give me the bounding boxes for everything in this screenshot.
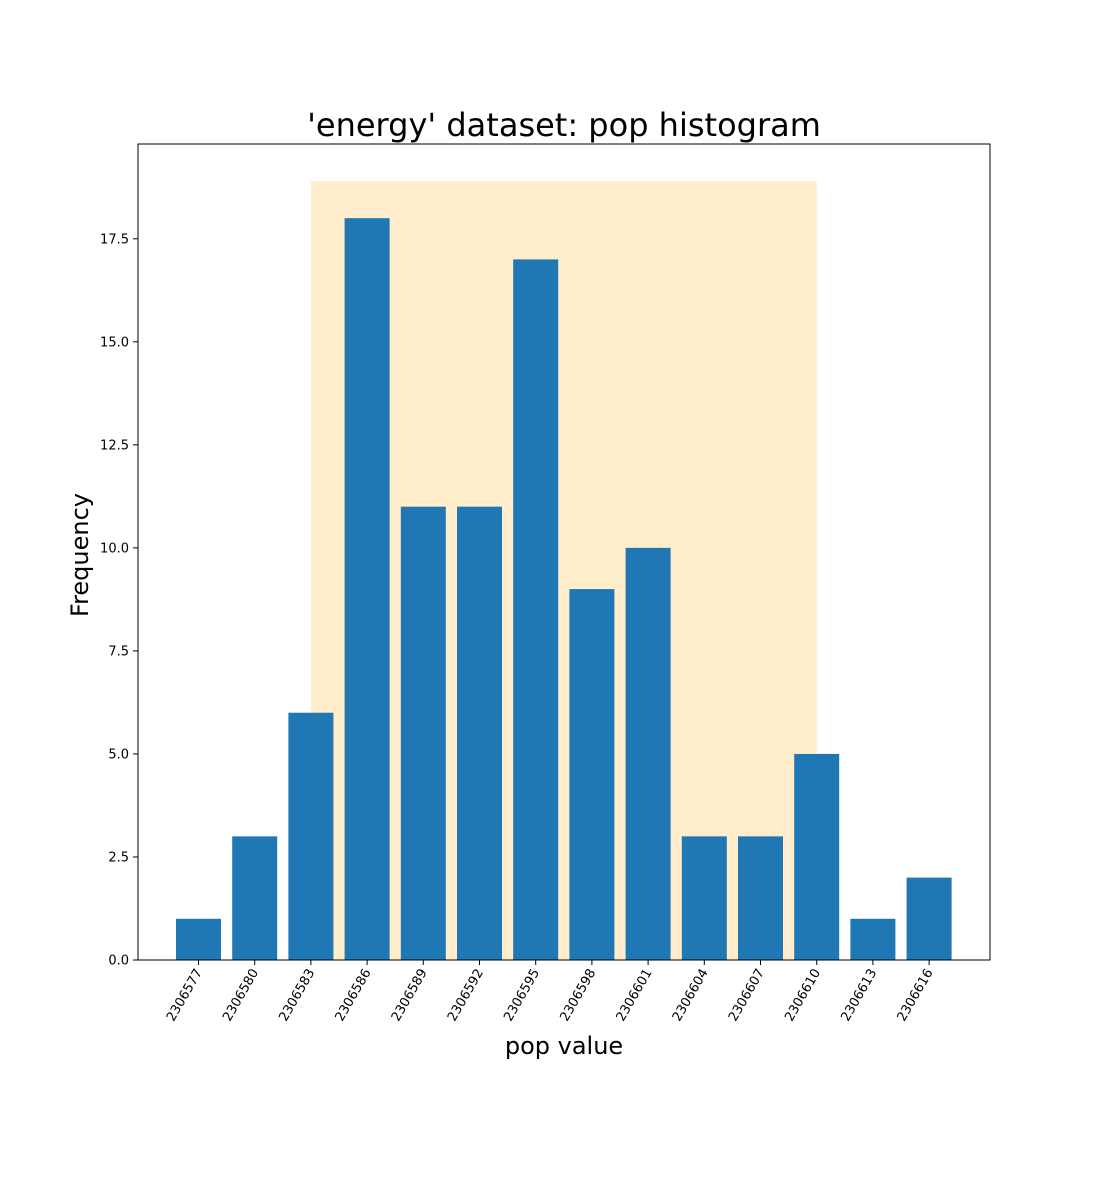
y-axis-label: Frequency — [66, 493, 94, 617]
plot-frame — [137, 143, 991, 961]
x-tick-label: 2306601 — [614, 967, 656, 1025]
y-tick-label: 0.0 — [108, 954, 129, 969]
x-tick-label: 2306610 — [782, 967, 824, 1025]
x-tick-label: 2306595 — [501, 967, 543, 1025]
y-tick-label: 12.5 — [100, 438, 129, 453]
bar-2306607 — [738, 836, 783, 960]
bar-2306589 — [400, 506, 446, 960]
x-tick-label: 2306577 — [164, 967, 206, 1025]
x-tick-label: 2306616 — [895, 967, 937, 1025]
x-tick-label: 2306583 — [276, 967, 318, 1025]
bar-2306601 — [625, 547, 671, 960]
bar-2306592 — [457, 506, 502, 960]
highlight-band — [310, 181, 817, 960]
x-tick-label: 2306607 — [726, 967, 768, 1025]
y-tick-label: 5.0 — [108, 747, 129, 762]
highlight-region — [310, 181, 817, 960]
bar-2306598 — [569, 589, 615, 960]
x-tick-label: 2306604 — [670, 967, 712, 1025]
chart-title: 'energy' dataset: pop histogram — [307, 106, 821, 144]
bar-2306613 — [850, 918, 896, 960]
y-tick-label: 15.0 — [100, 335, 129, 350]
bar-2306586 — [344, 218, 390, 960]
x-tick-label: 2306586 — [333, 967, 375, 1025]
bar-2306583 — [288, 712, 334, 960]
y-tick-label: 10.0 — [100, 541, 129, 556]
bar-2306616 — [906, 877, 952, 960]
x-tick-label: 2306613 — [838, 967, 880, 1025]
bar-2306595 — [513, 259, 559, 961]
x-tick-label: 2306592 — [445, 967, 487, 1025]
x-axis-ticks: 2306577 2306580 2306583 2306586 2306589 23065… — [164, 960, 937, 1024]
bar-2306580 — [232, 836, 278, 960]
x-tick-label: 2306598 — [557, 967, 599, 1025]
bars — [176, 218, 952, 961]
y-tick-label: 17.5 — [100, 232, 129, 247]
bar-2306577 — [176, 918, 221, 960]
x-tick-label: 2306580 — [220, 967, 262, 1025]
y-tick-label: 7.5 — [108, 644, 129, 659]
y-tick-label: 2.5 — [108, 850, 129, 865]
y-axis-ticks: 0.0 2.5 5.0 7.5 10.0 12.5 15.0 17.5 — [100, 232, 138, 969]
x-axis-label: pop value — [505, 1032, 623, 1060]
x-tick-label: 2306589 — [389, 967, 431, 1025]
bar-2306610 — [794, 753, 840, 960]
bar-2306604 — [681, 836, 727, 960]
